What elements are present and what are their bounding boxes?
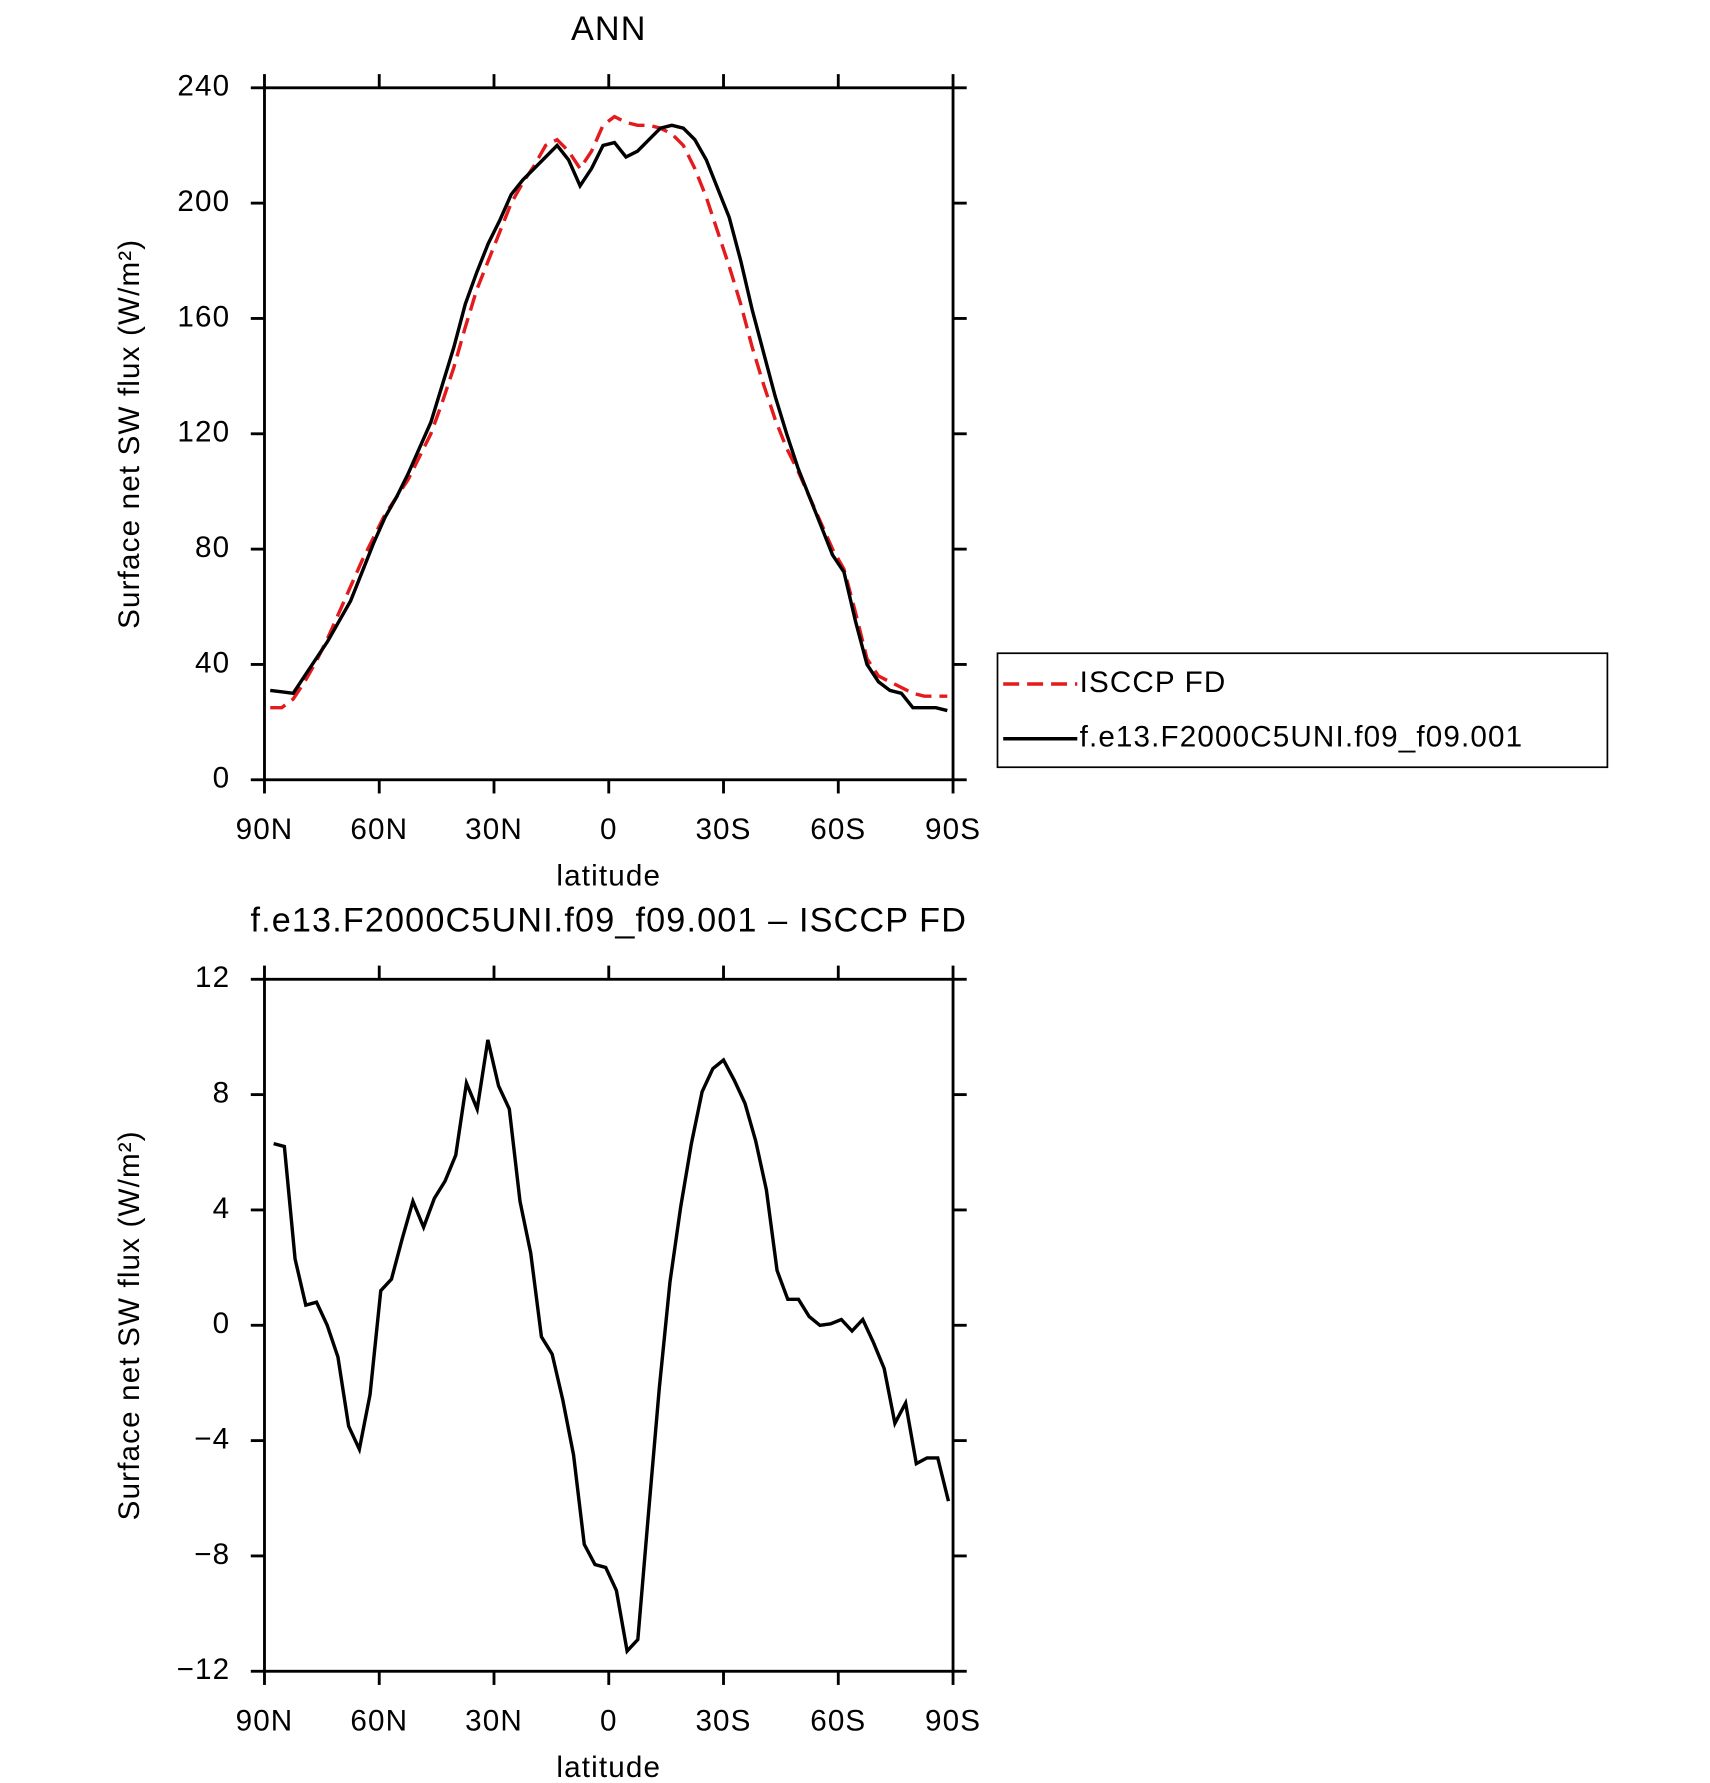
x-tick-label: 60S <box>810 813 866 846</box>
x-tick-label: 30S <box>695 813 751 846</box>
y-axis-label: Surface net SW flux (W/m²) <box>113 239 146 629</box>
y-axis-label: Surface net SW flux (W/m²) <box>113 1130 146 1520</box>
y-tick-label: 40 <box>195 646 230 679</box>
y-tick-label: 240 <box>177 70 230 103</box>
chart-title: f.e13.F2000C5UNI.f09_f09.001 – ISCCP FD <box>250 901 967 939</box>
y-tick-label: −4 <box>194 1422 230 1455</box>
series-line <box>270 123 948 713</box>
x-tick-label: 90N <box>236 1704 294 1737</box>
y-tick-label: 12 <box>195 961 230 994</box>
x-tick-label: 60S <box>810 1704 866 1737</box>
y-tick-label: 120 <box>177 416 230 449</box>
x-tick-label: 60N <box>350 1704 408 1737</box>
plot-frame <box>263 977 955 1673</box>
x-tick-label: 30N <box>465 813 523 846</box>
x-tick-label: 30S <box>695 1704 751 1737</box>
legend-label: f.e13.F2000C5UNI.f09_f09.001 <box>1080 721 1524 754</box>
x-tick-label: 0 <box>600 813 618 846</box>
series-line <box>273 1039 951 1655</box>
legend-label: ISCCP FD <box>1080 666 1227 699</box>
series-line <box>270 114 948 710</box>
y-tick-label: −8 <box>194 1538 230 1571</box>
x-tick-label: 90S <box>925 1704 981 1737</box>
plot-frame <box>263 86 955 782</box>
x-tick-label: 90S <box>925 813 981 846</box>
x-axis-label: latitude <box>556 860 661 893</box>
x-tick-label: 90N <box>236 813 294 846</box>
y-tick-label: 0 <box>213 762 231 795</box>
x-axis-label: latitude <box>556 1751 661 1783</box>
x-tick-label: 30N <box>465 1704 523 1737</box>
y-tick-label: −12 <box>177 1653 231 1686</box>
x-tick-label: 0 <box>600 1704 618 1737</box>
y-tick-label: 8 <box>213 1076 231 1109</box>
y-tick-label: 80 <box>195 531 230 564</box>
y-tick-label: 0 <box>213 1307 231 1340</box>
y-tick-label: 4 <box>213 1192 231 1225</box>
legend-box <box>996 652 1609 769</box>
x-tick-label: 60N <box>350 813 408 846</box>
y-tick-label: 200 <box>177 185 230 218</box>
y-tick-label: 160 <box>177 300 230 333</box>
chart-title: ANN <box>571 10 647 48</box>
